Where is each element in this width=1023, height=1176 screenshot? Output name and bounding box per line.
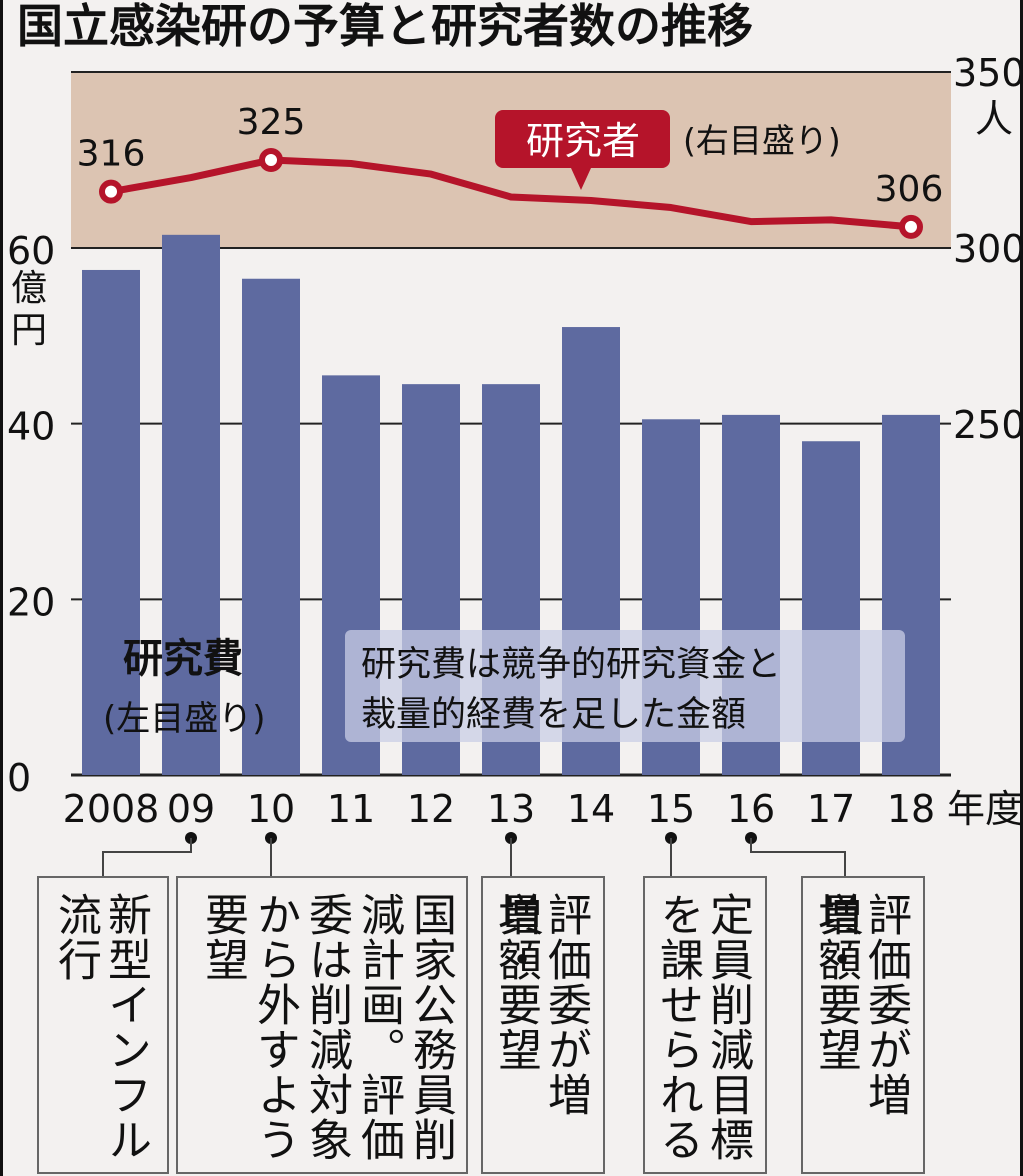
left-tick: 40	[7, 405, 55, 449]
annotation-text: 新型インフル	[100, 892, 151, 1162]
annotation-connector	[102, 838, 192, 876]
bar-legend-scale: (左目盛り)	[103, 699, 266, 739]
left-unit: 円	[11, 310, 47, 351]
note-line: 裁量的経費を足した金額	[361, 695, 746, 735]
left-tick: 0	[7, 756, 31, 800]
line-point-2008	[99, 179, 123, 204]
left-tick: 60	[7, 229, 55, 273]
line-legend-box	[495, 110, 670, 168]
note-box	[345, 630, 905, 742]
annotation-text: 定員削減目標	[702, 892, 753, 1162]
annotation-text: を課せられる	[652, 892, 703, 1162]
annotation-connector	[750, 838, 846, 876]
annotation-text: 評価委が増員・	[812, 892, 911, 1117]
x-tick-15: 15	[647, 787, 695, 831]
annotation-box-flu: 新型インフル 流行	[37, 876, 169, 1174]
annotation-text: から外すよう	[249, 892, 300, 1162]
annotation-text: 減計画。評価	[353, 892, 404, 1162]
chart-title: 国立感染研の予算と研究者数の推移	[17, 0, 753, 53]
point-label: 325	[237, 102, 306, 143]
right-tick: 350	[953, 51, 1023, 95]
x-tick-18: 18	[887, 787, 935, 831]
line-legend-pointer	[571, 168, 591, 190]
line-point-10	[259, 148, 283, 172]
x-tick-12: 12	[407, 787, 455, 831]
x-tick-09: 09	[167, 787, 215, 831]
bar-legend-name: 研究費	[123, 636, 243, 682]
x-tick-11: 11	[327, 787, 375, 831]
line-legend-scale: (右目盛り)	[683, 121, 841, 160]
note-line: 研究費は競争的研究資金と	[361, 645, 781, 685]
bar-10	[242, 278, 300, 775]
annotation-box-2016: 評価委が増員・ 増額要望	[801, 876, 925, 1174]
x-tick-16: 16	[727, 787, 775, 831]
researcher-line	[110, 156, 912, 231]
annotation-text: 委は削減対象	[301, 892, 352, 1162]
annotation-text: 増額要望	[810, 892, 861, 1072]
right-unit: 人	[975, 97, 1013, 141]
annotation-text: 評価委が増員・	[492, 892, 591, 1117]
right-tick: 300	[953, 227, 1023, 271]
right-tick: 250	[953, 403, 1023, 447]
annotation-text: 増額要望	[490, 892, 541, 1072]
line-legend-name: 研究者	[526, 119, 640, 163]
annotation-text: 要望	[197, 892, 248, 982]
point-label: 306	[875, 169, 944, 210]
x-tick-17: 17	[807, 787, 855, 831]
left-tick: 20	[7, 580, 55, 624]
annotation-text: 流行	[50, 892, 101, 982]
point-label: 316	[77, 134, 146, 175]
x-unit: 年度	[947, 787, 1023, 831]
x-tick-10: 10	[247, 787, 295, 831]
line-point-18	[899, 214, 923, 239]
budget-researcher-chart: 国立感染研の予算と研究者数の推移 316 325 306 研究者 (右目盛り) 0 20 40…	[7, 0, 1023, 876]
bar-2008	[82, 269, 140, 775]
annotation-box-2013: 評価委が増員・ 増額要望	[481, 876, 605, 1174]
annotation-text: 国家公務員削	[405, 892, 456, 1162]
annotation-box-cut-plan: 国家公務員削 減計画。評価 委は削減対象 から外すよう 要望	[176, 876, 468, 1174]
x-tick-2008: 2008	[63, 787, 160, 831]
x-tick-13: 13	[487, 787, 535, 831]
x-tick-14: 14	[567, 787, 615, 831]
bar-09	[162, 234, 220, 775]
annotation-box-2015: 定員削減目標 を課せられる	[643, 876, 767, 1174]
left-unit: 億	[11, 268, 47, 309]
